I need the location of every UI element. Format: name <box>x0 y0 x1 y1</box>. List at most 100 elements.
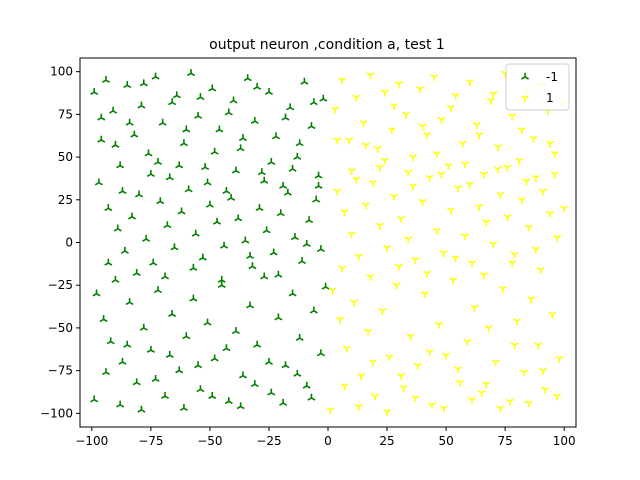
pos-point <box>465 79 474 87</box>
y-tick-label: −25 <box>48 278 73 292</box>
pos-point <box>408 183 418 191</box>
pos-point <box>491 359 500 367</box>
neg-point <box>281 361 290 369</box>
neg-point <box>321 282 330 290</box>
pos-point <box>531 246 540 254</box>
neg-point <box>293 152 302 160</box>
pos-point <box>437 116 446 124</box>
neg-point <box>153 286 162 294</box>
pos-point <box>486 97 496 105</box>
neg-point <box>177 207 186 215</box>
neg-point <box>160 392 170 400</box>
pos-point <box>366 72 375 80</box>
x-tick-label: 100 <box>553 434 576 448</box>
pos-point <box>413 362 422 370</box>
pos-point <box>517 126 526 134</box>
neg-point <box>293 369 302 377</box>
pos-point <box>505 398 514 406</box>
neg-point <box>201 163 210 171</box>
neg-point <box>179 139 188 147</box>
neg-point <box>104 258 113 266</box>
neg-point <box>307 122 316 130</box>
neg-point <box>203 178 212 186</box>
neg-point <box>139 323 148 331</box>
pos-point <box>477 390 486 398</box>
neg-point <box>182 332 191 340</box>
neg-point <box>305 216 314 224</box>
neg-point <box>196 385 205 393</box>
pos-point <box>536 267 545 275</box>
neg-point <box>101 368 111 376</box>
neg-point <box>286 103 295 111</box>
neg-point <box>94 178 103 186</box>
pos-point <box>425 349 434 357</box>
neg-point <box>281 113 290 121</box>
pos-point <box>508 260 517 268</box>
pos-point <box>470 304 479 312</box>
neg-point <box>224 108 233 116</box>
neg-point <box>253 82 262 90</box>
neg-point <box>168 98 177 106</box>
pos-point <box>482 219 491 227</box>
pos-point <box>397 372 406 380</box>
pos-point <box>427 401 436 409</box>
pos-point <box>534 342 543 350</box>
neg-point <box>314 181 323 189</box>
pos-point <box>383 244 392 252</box>
x-tick-label: −75 <box>138 434 163 448</box>
pos-point <box>460 161 470 169</box>
neg-point <box>316 245 325 253</box>
neg-point <box>101 76 111 84</box>
pos-point <box>434 321 444 329</box>
neg-point <box>260 176 269 184</box>
pos-point <box>397 215 406 223</box>
y-tick-label: −50 <box>48 321 73 335</box>
neg-point <box>217 281 226 289</box>
pos-point <box>394 80 403 88</box>
neg-point <box>309 306 318 314</box>
pos-point <box>553 234 562 242</box>
neg-point <box>144 149 153 157</box>
pos-point <box>349 299 359 307</box>
x-axis: −100 −75 −50 −25 0 25 50 75 100 <box>75 427 576 448</box>
pos-point <box>439 249 448 257</box>
pos-point <box>345 137 354 145</box>
pos-point <box>496 405 505 413</box>
neg-point <box>269 248 278 256</box>
neg-point <box>146 169 155 177</box>
pos-point <box>496 191 505 199</box>
pos-point <box>354 253 363 261</box>
neg-point <box>307 393 316 401</box>
neg-point <box>246 301 255 309</box>
neg-point <box>139 79 148 87</box>
legend-label: 1 <box>546 91 554 105</box>
neg-point <box>194 111 203 119</box>
pos-point <box>354 403 363 411</box>
pos-point <box>352 94 361 102</box>
neg-point <box>236 144 245 152</box>
neg-point <box>231 166 240 174</box>
pos-point <box>468 260 477 268</box>
neg-point <box>168 310 177 318</box>
neg-point <box>146 345 155 353</box>
pos-point <box>418 123 427 131</box>
pos-point <box>527 296 536 304</box>
pos-point <box>387 126 396 134</box>
pos-point <box>406 333 415 341</box>
x-tick-label: −100 <box>75 434 108 448</box>
neg-point <box>274 270 283 278</box>
pos-point <box>328 287 337 295</box>
neg-point <box>125 118 134 126</box>
neg-point <box>238 134 248 142</box>
neg-point <box>260 272 269 280</box>
neg-point <box>222 344 231 352</box>
pos-point <box>432 150 441 158</box>
pos-point <box>548 311 557 319</box>
pos-point <box>550 171 559 179</box>
neg-point <box>104 204 113 212</box>
neg-point <box>264 357 273 365</box>
pos-point <box>446 104 455 112</box>
neg-point <box>288 164 297 172</box>
pos-point <box>404 169 413 177</box>
neg-point <box>297 257 307 265</box>
